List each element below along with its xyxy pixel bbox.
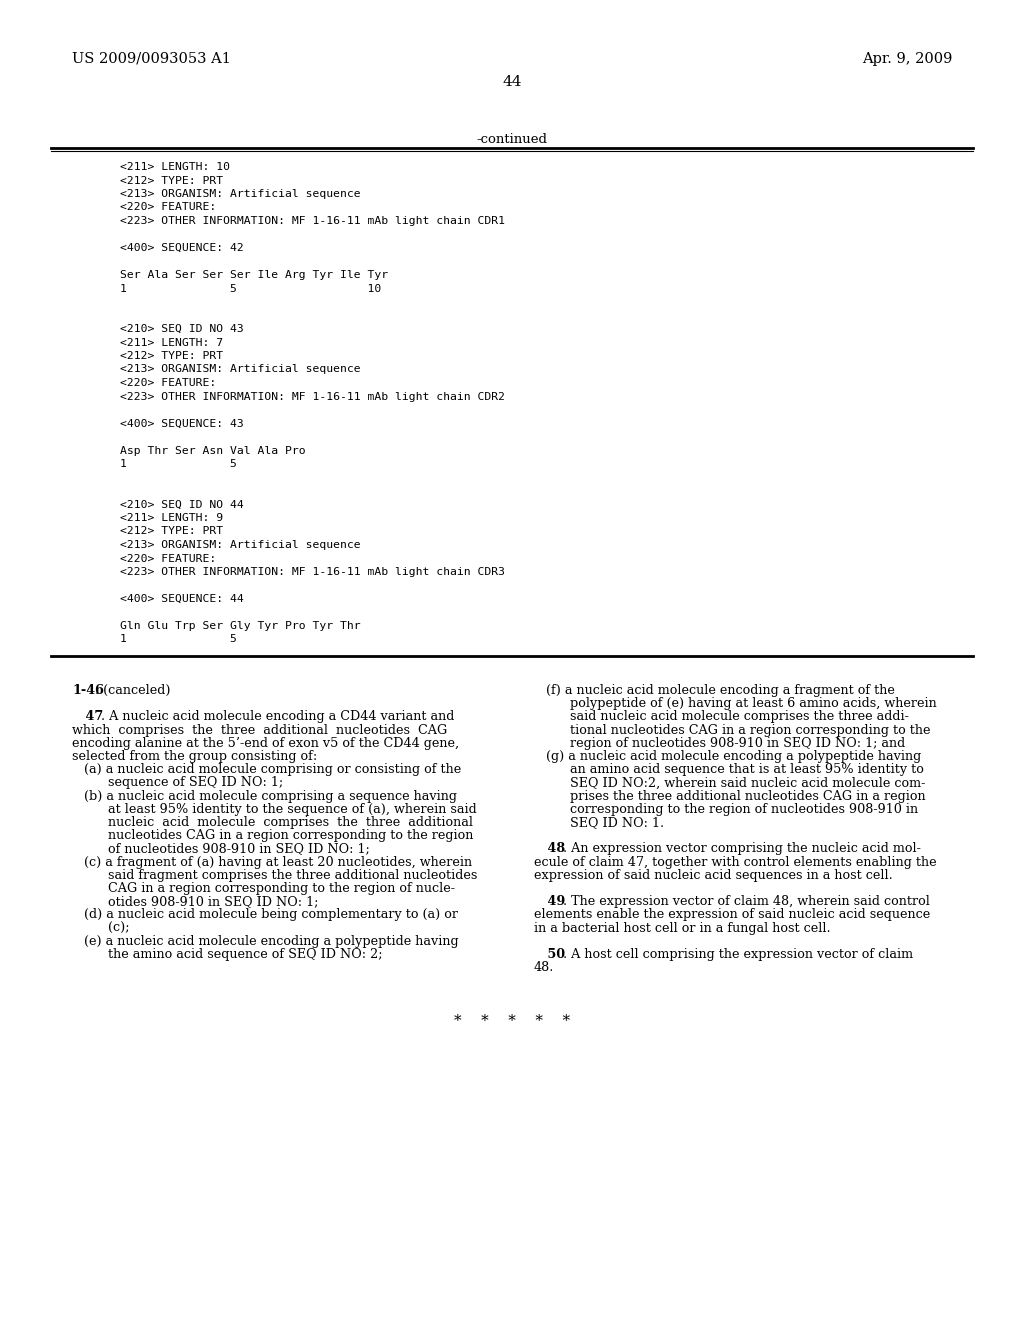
Text: <212> TYPE: PRT: <212> TYPE: PRT [120,527,223,536]
Text: CAG in a region corresponding to the region of nucle-: CAG in a region corresponding to the reg… [72,882,455,895]
Text: <400> SEQUENCE: 43: <400> SEQUENCE: 43 [120,418,244,429]
Text: (b) a nucleic acid molecule comprising a sequence having: (b) a nucleic acid molecule comprising a… [72,789,457,803]
Text: at least 95% identity to the sequence of (a), wherein said: at least 95% identity to the sequence of… [72,803,477,816]
Text: <223> OTHER INFORMATION: MF 1-16-11 mAb light chain CDR1: <223> OTHER INFORMATION: MF 1-16-11 mAb … [120,216,505,226]
Text: Asp Thr Ser Asn Val Ala Pro: Asp Thr Ser Asn Val Ala Pro [120,446,305,455]
Text: -continued: -continued [476,133,548,147]
Text: otides 908-910 in SEQ ID NO: 1;: otides 908-910 in SEQ ID NO: 1; [72,895,318,908]
Text: which  comprises  the  three  additional  nucleotides  CAG: which comprises the three additional nuc… [72,723,447,737]
Text: said nucleic acid molecule comprises the three addi-: said nucleic acid molecule comprises the… [534,710,909,723]
Text: 49: 49 [534,895,565,908]
Text: <210> SEQ ID NO 43: <210> SEQ ID NO 43 [120,323,244,334]
Text: *    *    *    *    *: * * * * * [454,1014,570,1028]
Text: <213> ORGANISM: Artificial sequence: <213> ORGANISM: Artificial sequence [120,189,360,199]
Text: (a) a nucleic acid molecule comprising or consisting of the: (a) a nucleic acid molecule comprising o… [72,763,461,776]
Text: of nucleotides 908-910 in SEQ ID NO: 1;: of nucleotides 908-910 in SEQ ID NO: 1; [72,842,370,855]
Text: 44: 44 [502,75,522,88]
Text: . A host cell comprising the expression vector of claim: . A host cell comprising the expression … [563,948,913,961]
Text: said fragment comprises the three additional nucleotides: said fragment comprises the three additi… [72,869,477,882]
Text: sequence of SEQ ID NO: 1;: sequence of SEQ ID NO: 1; [72,776,283,789]
Text: prises the three additional nucleotides CAG in a region: prises the three additional nucleotides … [534,789,926,803]
Text: <210> SEQ ID NO 44: <210> SEQ ID NO 44 [120,499,244,510]
Text: <212> TYPE: PRT: <212> TYPE: PRT [120,176,223,186]
Text: SEQ ID NO:2, wherein said nucleic acid molecule com-: SEQ ID NO:2, wherein said nucleic acid m… [534,776,926,789]
Text: polypeptide of (e) having at least 6 amino acids, wherein: polypeptide of (e) having at least 6 ami… [534,697,937,710]
Text: <212> TYPE: PRT: <212> TYPE: PRT [120,351,223,360]
Text: 48: 48 [534,842,565,855]
Text: the amino acid sequence of SEQ ID NO: 2;: the amino acid sequence of SEQ ID NO: 2; [72,948,383,961]
Text: <223> OTHER INFORMATION: MF 1-16-11 mAb light chain CDR3: <223> OTHER INFORMATION: MF 1-16-11 mAb … [120,568,505,577]
Text: 1               5: 1 5 [120,459,237,469]
Text: (e) a nucleic acid molecule encoding a polypeptide having: (e) a nucleic acid molecule encoding a p… [72,935,459,948]
Text: 1               5                   10: 1 5 10 [120,284,381,293]
Text: (c);: (c); [72,921,129,935]
Text: Ser Ala Ser Ser Ser Ile Arg Tyr Ile Tyr: Ser Ala Ser Ser Ser Ile Arg Tyr Ile Tyr [120,271,388,280]
Text: . An expression vector comprising the nucleic acid mol-: . An expression vector comprising the nu… [563,842,922,855]
Text: . (canceled): . (canceled) [95,684,171,697]
Text: elements enable the expression of said nucleic acid sequence: elements enable the expression of said n… [534,908,930,921]
Text: <213> ORGANISM: Artificial sequence: <213> ORGANISM: Artificial sequence [120,364,360,375]
Text: <220> FEATURE:: <220> FEATURE: [120,553,216,564]
Text: SEQ ID NO: 1.: SEQ ID NO: 1. [534,816,665,829]
Text: nucleic  acid  molecule  comprises  the  three  additional: nucleic acid molecule comprises the thre… [72,816,473,829]
Text: <213> ORGANISM: Artificial sequence: <213> ORGANISM: Artificial sequence [120,540,360,550]
Text: tional nucleotides CAG in a region corresponding to the: tional nucleotides CAG in a region corre… [534,723,931,737]
Text: . A nucleic acid molecule encoding a CD44 variant and: . A nucleic acid molecule encoding a CD4… [101,710,455,723]
Text: <223> OTHER INFORMATION: MF 1-16-11 mAb light chain CDR2: <223> OTHER INFORMATION: MF 1-16-11 mAb … [120,392,505,401]
Text: nucleotides CAG in a region corresponding to the region: nucleotides CAG in a region correspondin… [72,829,473,842]
Text: <211> LENGTH: 7: <211> LENGTH: 7 [120,338,223,347]
Text: 1               5: 1 5 [120,635,237,644]
Text: US 2009/0093053 A1: US 2009/0093053 A1 [72,51,230,66]
Text: encoding alanine at the 5’-end of exon v5 of the CD44 gene,: encoding alanine at the 5’-end of exon v… [72,737,459,750]
Text: <400> SEQUENCE: 44: <400> SEQUENCE: 44 [120,594,244,605]
Text: region of nucleotides 908-910 in SEQ ID NO: 1; and: region of nucleotides 908-910 in SEQ ID … [534,737,905,750]
Text: . The expression vector of claim ​48, wherein said control: . The expression vector of claim ​48, wh… [563,895,930,908]
Text: <211> LENGTH: 10: <211> LENGTH: 10 [120,162,230,172]
Text: selected from the group consisting of:: selected from the group consisting of: [72,750,317,763]
Text: <400> SEQUENCE: 42: <400> SEQUENCE: 42 [120,243,244,253]
Text: an amino acid sequence that is at least 95% identity to: an amino acid sequence that is at least … [534,763,924,776]
Text: (d) a nucleic acid molecule being complementary to (a) or: (d) a nucleic acid molecule being comple… [72,908,458,921]
Text: corresponding to the region of nucleotides 908-910 in: corresponding to the region of nucleotid… [534,803,919,816]
Text: <211> LENGTH: 9: <211> LENGTH: 9 [120,513,223,523]
Text: <220> FEATURE:: <220> FEATURE: [120,202,216,213]
Text: 48.: 48. [534,961,554,974]
Text: <220> FEATURE:: <220> FEATURE: [120,378,216,388]
Text: expression of said nucleic acid sequences in a host cell.: expression of said nucleic acid sequence… [534,869,893,882]
Text: 47: 47 [72,710,103,723]
Text: (f) a nucleic acid molecule encoding a fragment of the: (f) a nucleic acid molecule encoding a f… [534,684,895,697]
Text: Gln Glu Trp Ser Gly Tyr Pro Tyr Thr: Gln Glu Trp Ser Gly Tyr Pro Tyr Thr [120,620,360,631]
Text: 1-46: 1-46 [72,684,103,697]
Text: Apr. 9, 2009: Apr. 9, 2009 [861,51,952,66]
Text: ecule of claim ​47, together with control elements enabling the: ecule of claim ​47, together with contro… [534,855,937,869]
Text: 50: 50 [534,948,565,961]
Text: in a bacterial host cell or in a fungal host cell.: in a bacterial host cell or in a fungal … [534,921,830,935]
Text: (g) a nucleic acid molecule encoding a polypeptide having: (g) a nucleic acid molecule encoding a p… [534,750,922,763]
Text: (c) a fragment of (a) having at least 20 nucleotides, wherein: (c) a fragment of (a) having at least 20… [72,855,472,869]
